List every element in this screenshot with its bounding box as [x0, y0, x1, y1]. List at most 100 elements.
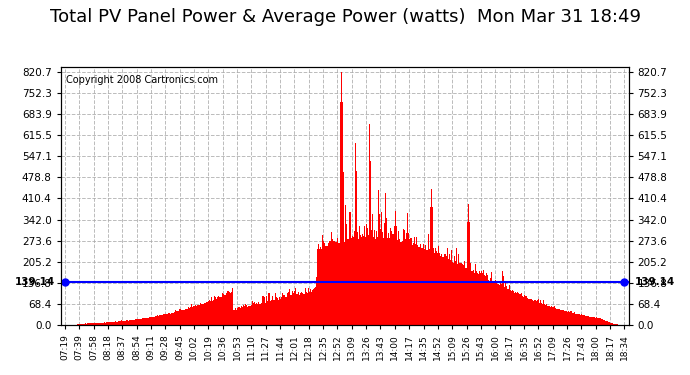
Bar — [556, 309, 558, 325]
Bar — [478, 274, 479, 325]
Bar — [365, 237, 366, 325]
Bar — [111, 322, 112, 325]
Bar — [505, 284, 506, 325]
Bar — [284, 295, 285, 325]
Bar — [404, 230, 405, 325]
Bar — [228, 291, 229, 325]
Bar — [442, 257, 443, 325]
Bar — [351, 238, 352, 325]
Bar — [375, 238, 376, 325]
Bar — [324, 243, 325, 325]
Bar — [251, 305, 253, 325]
Bar — [509, 285, 511, 325]
Bar — [344, 224, 346, 325]
Bar — [577, 314, 578, 325]
Bar — [296, 294, 297, 325]
Bar — [269, 293, 270, 325]
Bar — [191, 304, 192, 325]
Bar — [598, 318, 600, 325]
Bar — [497, 284, 498, 325]
Bar — [118, 321, 119, 325]
Bar — [239, 307, 240, 325]
Bar — [361, 237, 362, 325]
Bar — [287, 292, 288, 325]
Bar — [314, 288, 315, 325]
Bar — [562, 310, 563, 325]
Bar — [541, 303, 542, 325]
Bar — [584, 315, 585, 325]
Bar — [85, 324, 86, 325]
Bar — [436, 251, 437, 325]
Bar — [579, 314, 580, 325]
Bar — [231, 292, 232, 325]
Bar — [84, 324, 85, 325]
Bar — [110, 322, 111, 325]
Bar — [356, 171, 357, 325]
Bar — [400, 242, 401, 325]
Bar — [242, 308, 244, 325]
Bar — [501, 284, 502, 325]
Bar — [384, 223, 385, 325]
Bar — [491, 272, 492, 325]
Bar — [402, 241, 403, 325]
Bar — [571, 311, 572, 325]
Bar — [265, 302, 266, 325]
Bar — [189, 308, 190, 325]
Bar — [495, 280, 496, 325]
Bar — [151, 317, 152, 325]
Bar — [559, 309, 560, 325]
Bar — [326, 246, 327, 325]
Bar — [498, 284, 499, 325]
Bar — [223, 293, 224, 325]
Bar — [603, 320, 604, 325]
Bar — [182, 310, 183, 325]
Bar — [277, 298, 278, 325]
Bar — [86, 324, 87, 325]
Bar — [364, 226, 365, 325]
Bar — [435, 248, 436, 325]
Bar — [249, 306, 250, 325]
Bar — [465, 268, 466, 325]
Bar — [303, 291, 304, 325]
Bar — [340, 102, 342, 325]
Bar — [502, 271, 503, 325]
Bar — [261, 302, 262, 325]
Bar — [357, 232, 358, 325]
Bar — [227, 291, 228, 325]
Bar — [545, 305, 546, 325]
Bar — [393, 234, 394, 325]
Bar — [611, 323, 613, 325]
Bar — [147, 318, 148, 325]
Bar — [602, 320, 603, 325]
Bar — [529, 299, 530, 325]
Bar — [437, 246, 439, 325]
Bar — [595, 318, 596, 325]
Bar — [573, 312, 575, 325]
Bar — [135, 319, 136, 325]
Bar — [183, 310, 184, 325]
Bar — [188, 307, 189, 325]
Bar — [385, 194, 386, 325]
Bar — [546, 306, 547, 325]
Bar — [102, 322, 103, 325]
Bar — [160, 315, 161, 325]
Bar — [470, 263, 471, 325]
Bar — [399, 240, 400, 325]
Bar — [482, 273, 483, 325]
Bar — [322, 235, 323, 325]
Bar — [338, 243, 339, 325]
Bar — [253, 303, 254, 325]
Bar — [572, 313, 573, 325]
Bar — [134, 320, 135, 325]
Bar — [590, 316, 591, 325]
Bar — [615, 324, 617, 325]
Bar — [568, 311, 569, 325]
Bar — [224, 295, 225, 325]
Bar — [80, 324, 81, 325]
Bar — [407, 213, 408, 325]
Bar — [420, 244, 422, 325]
Bar — [593, 317, 594, 325]
Bar — [462, 264, 463, 325]
Bar — [414, 237, 415, 325]
Bar — [304, 294, 305, 325]
